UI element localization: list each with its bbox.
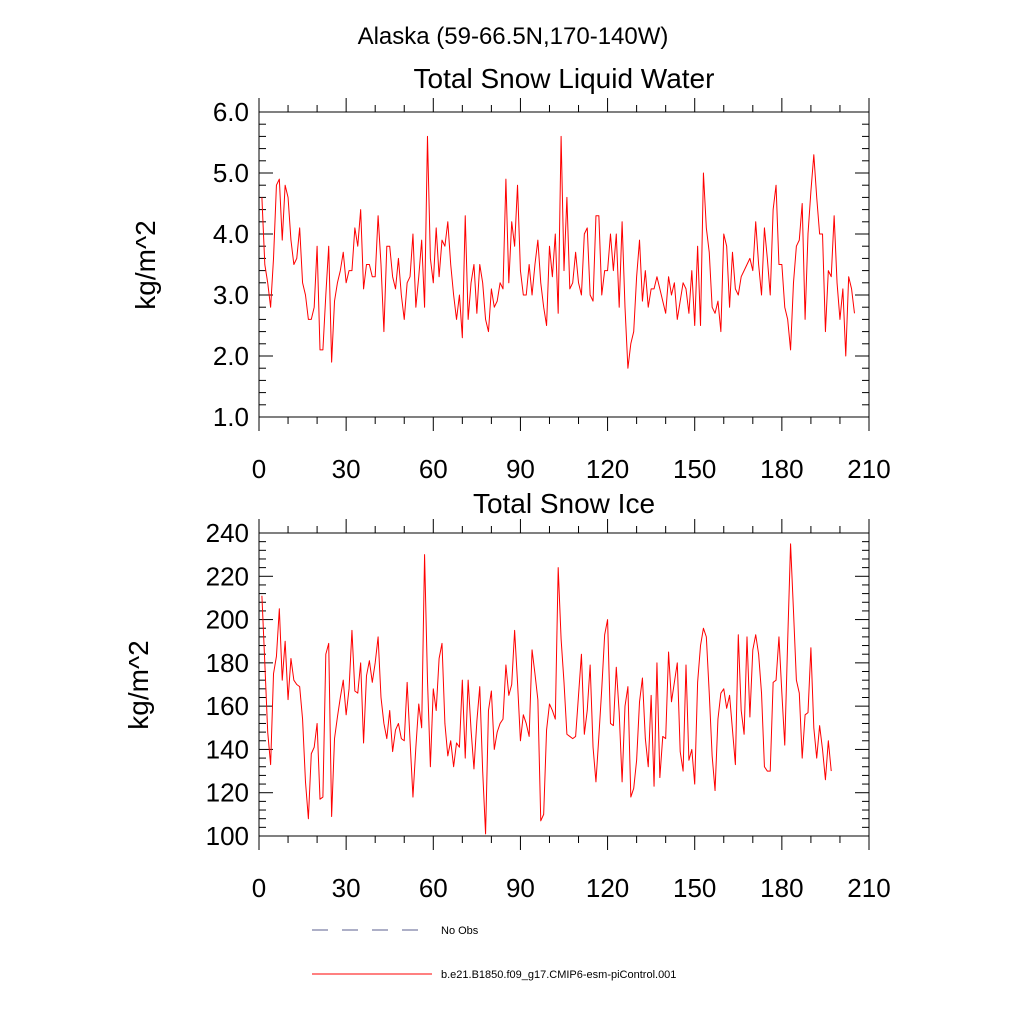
- x-tick-label: 120: [586, 454, 629, 484]
- y-tick-label: 1.0: [213, 402, 249, 432]
- panel-title: Total Snow Ice: [473, 488, 655, 519]
- x-tick-label: 150: [673, 454, 716, 484]
- x-tick-label: 90: [506, 873, 535, 903]
- series-group: [261, 543, 832, 835]
- x-tick-label: 0: [252, 873, 266, 903]
- x-tick-label: 60: [419, 873, 448, 903]
- y-tick-label: 5.0: [213, 158, 249, 188]
- panel-snow-liquid-water: Total Snow Liquid Water kg/m^2 0 30 60 90 12…: [130, 63, 891, 484]
- legend-model-label: b.e21.B1850.f09_g17.CMIP6-esm-piControl.…: [441, 969, 676, 981]
- y-tick-label: 220: [206, 561, 249, 591]
- x-tick-label: 180: [760, 873, 803, 903]
- y-tick-label: 6.0: [213, 97, 249, 127]
- tick-labels: 0 30 60 90 120 150 180 210 100 120 140 160 180 200 220…: [206, 518, 891, 903]
- grid-ticks: [258, 98, 870, 431]
- figure-supertitle: Alaska (59-66.5N,170-140W): [358, 23, 669, 50]
- panel-title: Total Snow Liquid Water: [414, 63, 715, 94]
- y-tick-label: 120: [206, 778, 249, 808]
- y-axis-label: kg/m^2: [130, 220, 161, 309]
- legend: No Obs b.e21.B1850.f09_g17.CMIP6-esm-piC…: [312, 925, 676, 981]
- series-group: [261, 135, 855, 369]
- y-tick-label: 140: [206, 734, 249, 764]
- x-tick-label: 0: [252, 454, 266, 484]
- y-tick-label: 100: [206, 821, 249, 851]
- y-tick-label: 160: [206, 691, 249, 721]
- tick-labels: 0 30 60 90 120 150 180 210 1.0 2.0 3.0 4.0 5.0 6.0: [213, 97, 891, 484]
- y-axis-label: kg/m^2: [123, 640, 154, 729]
- x-tick-label: 150: [673, 873, 716, 903]
- legend-obs-label: No Obs: [441, 925, 479, 937]
- x-tick-label: 210: [847, 454, 890, 484]
- y-tick-label: 240: [206, 518, 249, 548]
- x-tick-label: 60: [419, 454, 448, 484]
- x-tick-label: 180: [760, 454, 803, 484]
- x-tick-label: 210: [847, 873, 890, 903]
- series-line: [261, 135, 855, 369]
- y-tick-label: 180: [206, 648, 249, 678]
- x-tick-label: 30: [332, 454, 361, 484]
- x-tick-label: 120: [586, 873, 629, 903]
- y-tick-label: 2.0: [213, 341, 249, 371]
- y-tick-label: 4.0: [213, 219, 249, 249]
- x-tick-label: 90: [506, 454, 535, 484]
- plot-frame: [258, 532, 870, 837]
- panel-snow-ice: Total Snow Ice kg/m^2 0 30 60 90 120 150 180 21…: [123, 488, 891, 903]
- series-line: [261, 543, 832, 835]
- x-tick-label: 30: [332, 873, 361, 903]
- y-tick-label: 3.0: [213, 280, 249, 310]
- plot-frame: [258, 111, 870, 418]
- y-tick-label: 200: [206, 605, 249, 635]
